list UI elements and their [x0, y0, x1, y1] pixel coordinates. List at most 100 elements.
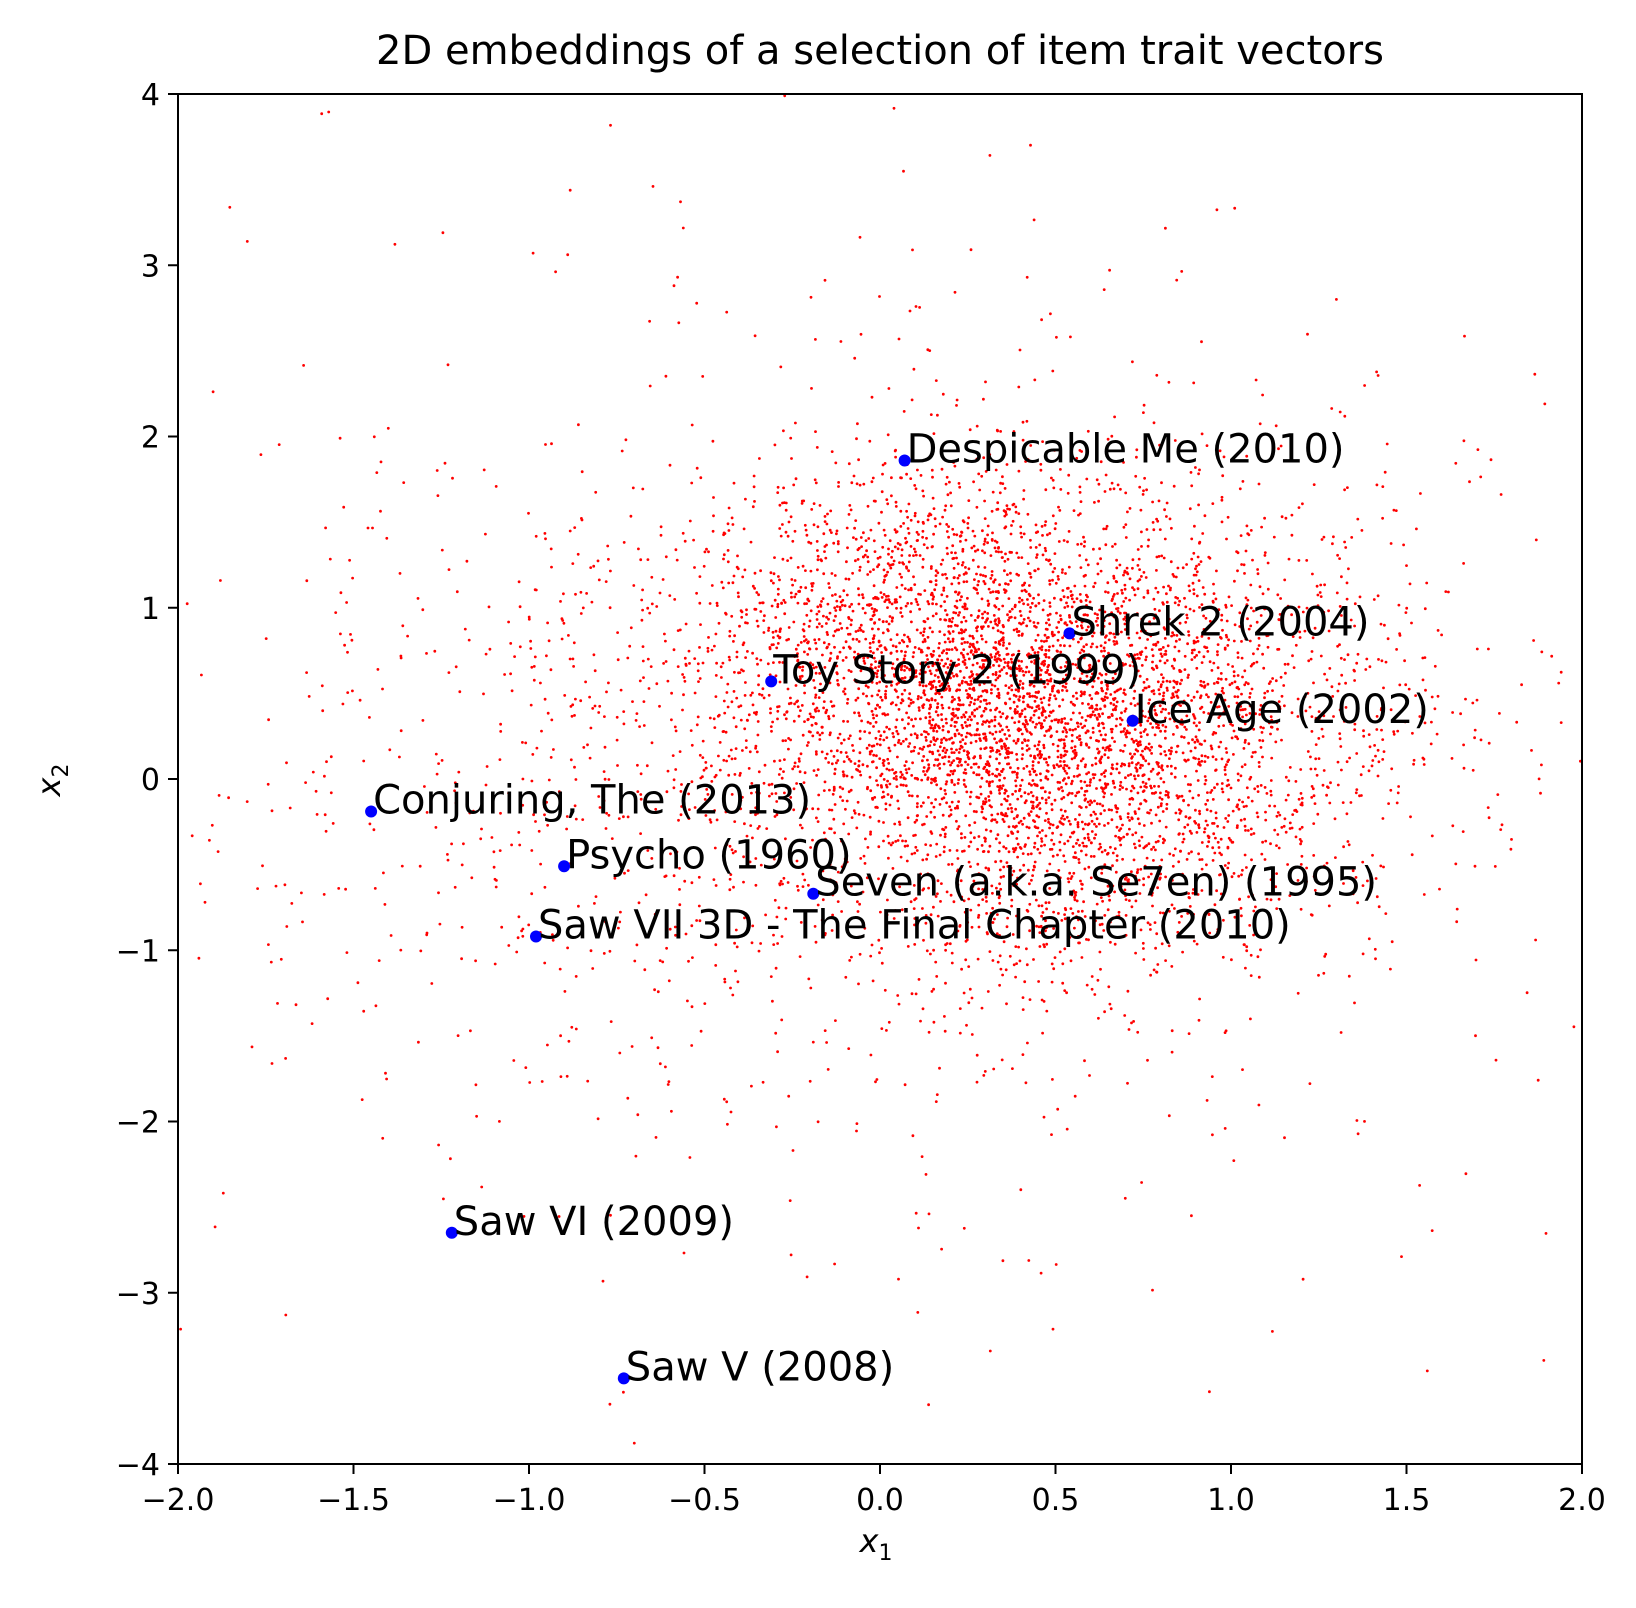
background-point: [1291, 654, 1294, 658]
background-point: [1194, 735, 1198, 739]
background-point: [527, 617, 531, 621]
background-point: [1198, 809, 1201, 813]
background-point: [537, 829, 541, 833]
background-point: [822, 706, 825, 710]
background-point: [1093, 822, 1096, 826]
background-point: [1139, 723, 1143, 727]
background-point: [985, 689, 989, 693]
background-point: [1040, 796, 1044, 800]
background-point: [997, 619, 1001, 623]
background-point: [329, 791, 333, 795]
background-point: [699, 623, 702, 626]
background-point: [879, 774, 883, 778]
background-point: [1165, 659, 1169, 662]
background-point: [962, 630, 966, 634]
background-point: [1191, 648, 1194, 652]
background-point: [719, 665, 723, 669]
background-point: [977, 614, 980, 618]
background-point: [1195, 594, 1199, 598]
background-point: [632, 584, 636, 587]
background-point: [945, 748, 949, 752]
background-point: [976, 698, 980, 701]
background-point: [886, 757, 890, 761]
background-point: [1407, 687, 1411, 691]
background-point: [1045, 628, 1049, 631]
background-point: [1197, 650, 1201, 654]
background-point: [1097, 750, 1101, 754]
background-point: [906, 816, 910, 820]
background-point: [944, 948, 947, 952]
background-point: [914, 550, 917, 554]
background-point: [540, 729, 543, 733]
background-point: [918, 672, 922, 676]
background-point: [550, 565, 553, 569]
background-point: [1061, 962, 1065, 966]
background-point: [1073, 926, 1076, 930]
background-point: [1421, 756, 1425, 760]
background-point: [833, 1262, 836, 1266]
background-point: [1164, 716, 1167, 720]
background-point: [1140, 545, 1143, 548]
background-point: [1142, 773, 1145, 777]
background-point: [1110, 713, 1114, 716]
background-point: [1370, 764, 1374, 768]
background-point: [1014, 807, 1018, 811]
background-point: [1265, 792, 1269, 795]
background-point: [1244, 681, 1248, 684]
background-point: [1085, 674, 1089, 678]
background-point: [983, 499, 986, 503]
background-point: [945, 613, 949, 617]
background-point: [1422, 763, 1426, 766]
background-point: [1186, 642, 1189, 646]
background-point: [795, 782, 798, 785]
background-point: [1317, 737, 1321, 740]
background-point: [531, 753, 535, 756]
background-point: [947, 535, 950, 539]
background-point: [1085, 784, 1089, 787]
background-point: [913, 514, 917, 518]
background-point: [965, 580, 969, 583]
background-point: [1032, 596, 1035, 600]
background-point: [930, 698, 934, 702]
background-point: [667, 979, 671, 983]
background-point: [1284, 671, 1287, 675]
background-point: [1198, 858, 1202, 861]
background-point: [1346, 486, 1349, 489]
background-point: [1150, 848, 1153, 851]
background-point: [994, 837, 998, 841]
background-point: [778, 636, 781, 640]
background-point: [782, 876, 786, 880]
background-point: [1197, 563, 1201, 566]
background-point: [947, 637, 950, 641]
background-point: [1139, 785, 1143, 789]
background-point: [892, 673, 896, 676]
background-point: [1109, 693, 1113, 696]
background-point: [1123, 1014, 1127, 1017]
background-point: [1134, 874, 1137, 878]
background-point: [852, 474, 856, 478]
background-point: [565, 815, 569, 818]
background-point: [834, 593, 837, 596]
background-point: [964, 814, 968, 818]
background-point: [895, 785, 899, 788]
background-point: [949, 808, 953, 812]
background-point: [833, 574, 837, 577]
background-point: [615, 715, 619, 719]
background-point: [1109, 920, 1112, 924]
background-point: [1056, 638, 1060, 642]
background-point: [939, 833, 942, 837]
background-point: [1030, 660, 1033, 664]
background-point: [880, 1027, 884, 1030]
background-point: [1534, 938, 1537, 942]
background-point: [998, 710, 1002, 714]
background-point: [1133, 842, 1136, 846]
background-point: [807, 640, 810, 644]
background-point: [1249, 529, 1253, 532]
background-point: [1433, 707, 1437, 711]
background-point: [1208, 660, 1212, 664]
background-point: [698, 601, 702, 605]
background-point: [900, 615, 904, 618]
background-point: [666, 769, 670, 773]
background-point: [862, 813, 866, 817]
